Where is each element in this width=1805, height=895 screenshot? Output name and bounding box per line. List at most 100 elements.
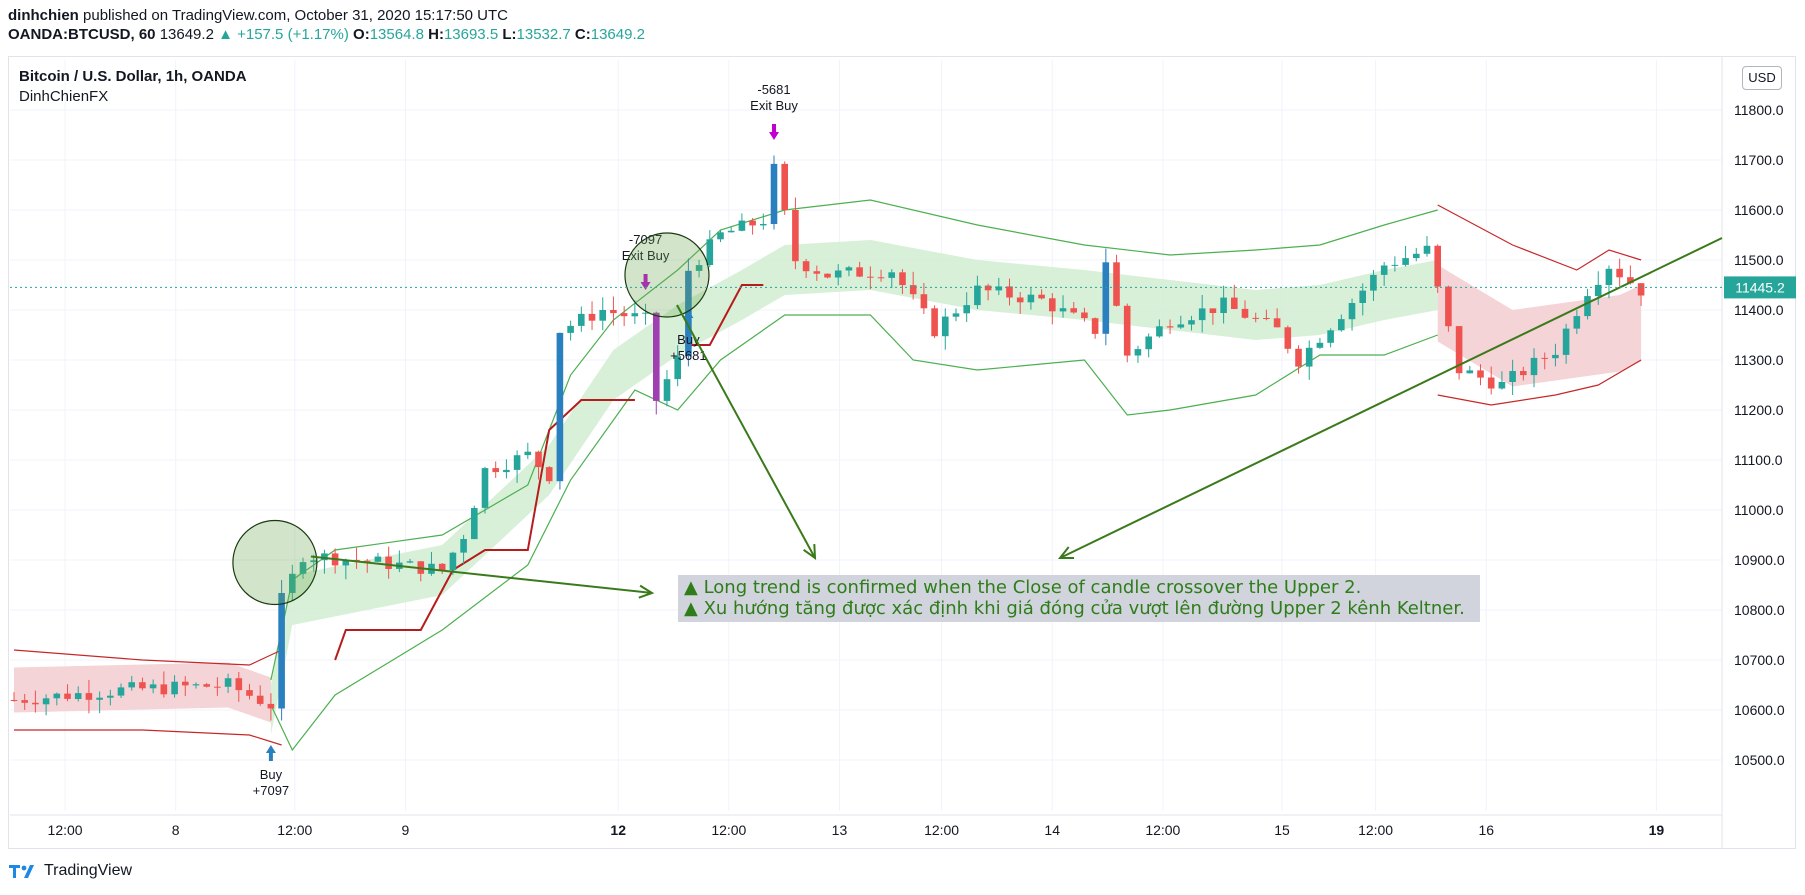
candle-body[interactable]	[171, 681, 178, 695]
candle-body[interactable]	[674, 356, 681, 380]
candle-body[interactable]	[1359, 290, 1366, 303]
candle-body[interactable]	[310, 560, 317, 563]
candle-body[interactable]	[749, 220, 756, 226]
candle-body[interactable]	[588, 313, 596, 321]
last-price-tag[interactable]	[1724, 276, 1796, 299]
candle-body[interactable]	[481, 468, 489, 508]
candle-body[interactable]	[1541, 357, 1548, 359]
candle-body[interactable]	[1263, 318, 1270, 319]
candle-body[interactable]	[1445, 286, 1452, 327]
candle-body[interactable]	[856, 267, 863, 277]
candle-body[interactable]	[556, 332, 564, 482]
candle-body[interactable]	[1573, 316, 1581, 329]
candle-body[interactable]	[1520, 371, 1527, 376]
candle-body[interactable]	[824, 273, 831, 278]
candle-body[interactable]	[834, 270, 842, 278]
candle-body[interactable]	[1327, 330, 1334, 343]
candle-body[interactable]	[1466, 370, 1474, 374]
candle-body[interactable]	[1177, 324, 1185, 328]
candle-body[interactable]	[1252, 317, 1259, 319]
candle-body[interactable]	[1380, 265, 1388, 275]
candle-body[interactable]	[867, 276, 874, 278]
candle-body[interactable]	[1070, 308, 1077, 313]
candle-body[interactable]	[406, 561, 414, 563]
candle-body[interactable]	[64, 693, 71, 699]
candle-body[interactable]	[1487, 377, 1495, 389]
candle-body[interactable]	[706, 239, 714, 265]
candle-body[interactable]	[995, 286, 1003, 291]
candle-body[interactable]	[256, 695, 264, 704]
candle-body[interactable]	[21, 700, 28, 703]
candle-body[interactable]	[1370, 274, 1377, 291]
candle-body[interactable]	[449, 552, 457, 571]
candle-body[interactable]	[545, 467, 553, 482]
candle-body[interactable]	[1562, 328, 1570, 355]
candle-body[interactable]	[139, 682, 146, 689]
candle-body[interactable]	[1027, 294, 1035, 303]
candle-body[interactable]	[1552, 354, 1559, 359]
candle-body[interactable]	[1081, 312, 1088, 319]
candle-body[interactable]	[631, 313, 639, 317]
candle-body[interactable]	[214, 686, 221, 688]
candle-body[interactable]	[813, 271, 821, 274]
candle-body[interactable]	[1498, 382, 1506, 389]
candle-body[interactable]	[374, 556, 382, 562]
candle-body[interactable]	[920, 294, 928, 309]
candle-body[interactable]	[984, 285, 992, 291]
candle-body[interactable]	[385, 556, 392, 569]
candle-body[interactable]	[1188, 320, 1195, 325]
candle-body[interactable]	[642, 312, 649, 314]
candle-body[interactable]	[32, 702, 39, 705]
candle-body[interactable]	[663, 379, 671, 401]
candle-body[interactable]	[1477, 370, 1484, 378]
candle-body[interactable]	[1423, 245, 1431, 254]
candle-body[interactable]	[931, 308, 938, 337]
candle-body[interactable]	[1038, 294, 1045, 299]
candle-body[interactable]	[1273, 318, 1281, 328]
candle-body[interactable]	[738, 220, 746, 231]
candle-body[interactable]	[1134, 349, 1142, 356]
candle-body[interactable]	[1198, 308, 1206, 321]
candle-body[interactable]	[503, 469, 510, 473]
candle-body[interactable]	[1295, 348, 1302, 367]
candle-body[interactable]	[877, 277, 885, 279]
author-name[interactable]: dinhchien	[8, 7, 79, 24]
candle-body[interactable]	[289, 573, 296, 593]
candle-body[interactable]	[974, 285, 981, 306]
candle-body[interactable]	[717, 232, 724, 240]
candle-body[interactable]	[1338, 319, 1345, 331]
candle-body[interactable]	[1006, 286, 1013, 298]
chart-frame[interactable]	[8, 56, 1796, 849]
candle-body[interactable]	[567, 325, 574, 333]
candle-body[interactable]	[1102, 262, 1110, 334]
candle-body[interactable]	[1016, 297, 1024, 303]
candle-body[interactable]	[952, 313, 960, 317]
candle-body[interactable]	[492, 468, 499, 473]
candle-body[interactable]	[42, 698, 50, 705]
candle-body[interactable]	[620, 313, 628, 317]
candle-body[interactable]	[942, 316, 949, 337]
candle-body[interactable]	[1231, 297, 1238, 309]
candle-body[interactable]	[203, 684, 210, 687]
candle-body[interactable]	[1305, 347, 1313, 367]
candle-body[interactable]	[1209, 308, 1217, 313]
candle-body[interactable]	[471, 508, 478, 540]
candle-body[interactable]	[1284, 327, 1292, 349]
candle-body[interactable]	[460, 539, 467, 553]
candle-body[interactable]	[149, 684, 157, 689]
candle-body[interactable]	[1166, 326, 1174, 328]
candle-body[interactable]	[1594, 284, 1602, 297]
candle-body[interactable]	[342, 559, 350, 566]
candle-body[interactable]	[963, 305, 970, 314]
candle-body[interactable]	[74, 693, 82, 699]
candle-body[interactable]	[760, 224, 767, 226]
candle-body[interactable]	[1584, 296, 1591, 317]
candle-body[interactable]	[513, 455, 521, 470]
candle-body[interactable]	[299, 562, 307, 574]
candle-body[interactable]	[1637, 283, 1645, 296]
candle-body[interactable]	[1509, 371, 1516, 382]
candle-body[interactable]	[10, 700, 18, 701]
candle-body[interactable]	[246, 690, 253, 696]
candle-body[interactable]	[524, 451, 532, 456]
